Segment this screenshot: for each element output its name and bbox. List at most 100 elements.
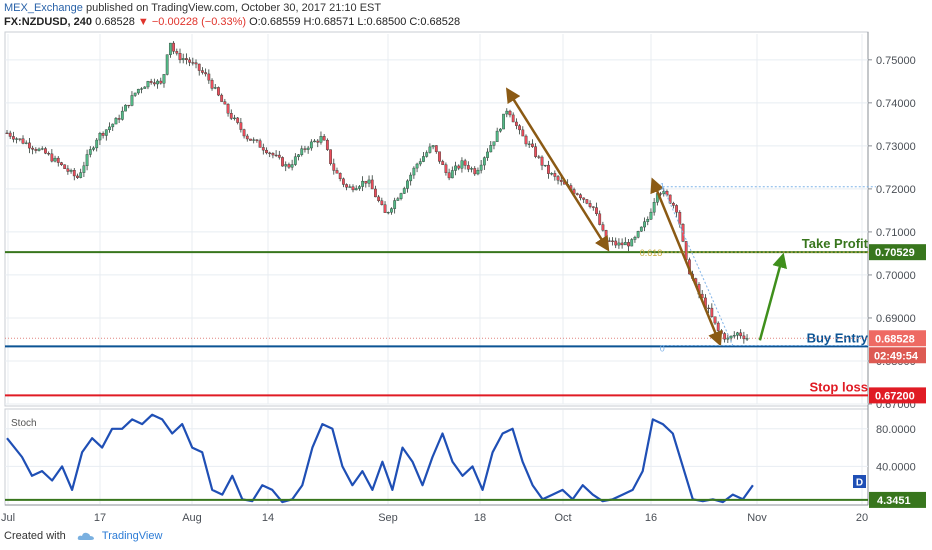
candle-body bbox=[40, 148, 44, 150]
countdown-badge-label: 02:49:54 bbox=[874, 350, 919, 362]
time-tick-label: Nov bbox=[747, 512, 767, 524]
candle-body bbox=[293, 156, 297, 165]
candle-body bbox=[390, 208, 393, 213]
candle-body bbox=[130, 95, 134, 106]
candle-body bbox=[140, 88, 143, 90]
candle-body bbox=[300, 148, 304, 155]
stoch-d-marker-label: D bbox=[856, 478, 863, 489]
candle-body bbox=[444, 164, 448, 173]
candle-body bbox=[111, 123, 115, 128]
candle-body bbox=[559, 180, 563, 182]
candle-body bbox=[245, 135, 249, 140]
candle-body bbox=[463, 160, 467, 166]
candle-body bbox=[152, 82, 156, 85]
time-tick-label: 18 bbox=[474, 512, 486, 524]
candle-body bbox=[601, 224, 605, 231]
candle-body bbox=[370, 179, 374, 190]
candle-body bbox=[492, 141, 496, 146]
candle-body bbox=[146, 81, 150, 88]
candle-body bbox=[15, 138, 19, 140]
time-tick-label: Aug bbox=[182, 512, 202, 524]
level-label: Take Profit bbox=[802, 236, 869, 251]
candle-body bbox=[367, 179, 371, 184]
candle-body bbox=[639, 226, 643, 232]
candle-body bbox=[361, 180, 365, 187]
candle-body bbox=[258, 140, 262, 148]
candle-body bbox=[524, 135, 528, 145]
candle-body bbox=[742, 335, 746, 340]
candle-body bbox=[450, 170, 454, 179]
candle-body bbox=[185, 58, 188, 61]
candle-body bbox=[56, 157, 60, 163]
time-tick-label: 14 bbox=[262, 512, 274, 524]
publisher-link[interactable]: MEX_Exchange bbox=[4, 2, 83, 14]
candle-body bbox=[652, 202, 656, 213]
stoch-tick-label: 80.0000 bbox=[876, 424, 916, 436]
candle-body bbox=[76, 175, 79, 178]
candle-body bbox=[319, 136, 323, 143]
stoch-indicator bbox=[5, 413, 868, 504]
candle-body bbox=[69, 170, 73, 172]
level-label: Buy Entry bbox=[807, 330, 869, 345]
candle-body bbox=[598, 213, 602, 225]
candle-body bbox=[60, 162, 63, 165]
candle-body bbox=[514, 121, 518, 126]
level-lines: Take Profit Buy Entry Stop loss bbox=[5, 236, 869, 397]
stoch-title: Stoch bbox=[11, 418, 37, 429]
candle-body bbox=[213, 87, 217, 89]
candle-body bbox=[66, 168, 70, 172]
candle-body bbox=[50, 153, 54, 162]
candle-body bbox=[159, 80, 163, 84]
candle-body bbox=[281, 157, 284, 167]
candle-body bbox=[217, 87, 220, 96]
candle-body bbox=[261, 147, 265, 151]
candle-body bbox=[341, 178, 345, 185]
candle-body bbox=[8, 132, 12, 137]
candle-body bbox=[579, 194, 582, 199]
stoch-d-marker[interactable] bbox=[853, 475, 866, 488]
tradingview-brand[interactable]: TradingView bbox=[101, 530, 163, 542]
candle-body bbox=[441, 161, 445, 165]
candle-body bbox=[108, 126, 111, 130]
candle-body bbox=[396, 198, 400, 201]
candle-body bbox=[268, 152, 272, 154]
candle-body bbox=[713, 316, 717, 324]
candle-body bbox=[364, 180, 368, 184]
candle-body bbox=[457, 165, 461, 169]
candle-body bbox=[556, 176, 560, 181]
candle-body bbox=[220, 94, 224, 102]
candle-body bbox=[233, 117, 236, 119]
candle-body bbox=[31, 147, 35, 150]
candle-body bbox=[393, 200, 397, 209]
candle-body bbox=[79, 172, 83, 178]
candle-body bbox=[117, 118, 121, 120]
candle-body bbox=[508, 110, 512, 116]
candle-body bbox=[630, 239, 634, 247]
candle-body bbox=[120, 110, 124, 120]
candle-body bbox=[732, 335, 736, 337]
candle-body bbox=[101, 133, 105, 136]
candle-body bbox=[358, 186, 361, 189]
ohlc-values: O:0.68559 H:0.68571 L:0.68500 C:0.68528 bbox=[249, 16, 461, 28]
candle-body bbox=[322, 136, 326, 141]
price-tick-label: 0.71000 bbox=[876, 227, 916, 239]
candle-body bbox=[399, 193, 403, 199]
candle-body bbox=[591, 206, 595, 208]
candle-body bbox=[325, 139, 329, 150]
countdown-badge bbox=[869, 347, 926, 364]
level-price-badge-label: 0.67200 bbox=[875, 390, 915, 402]
candle-body bbox=[489, 145, 493, 153]
candle-body bbox=[21, 138, 25, 144]
time-tick-label: Sep bbox=[378, 512, 398, 524]
candle-body bbox=[720, 330, 723, 334]
candle-body bbox=[242, 129, 246, 137]
candle-body bbox=[255, 139, 259, 141]
candle-body bbox=[723, 333, 727, 340]
candle-body bbox=[537, 156, 541, 158]
candle-body bbox=[643, 221, 646, 228]
stoch-value-badge-label: 4.3451 bbox=[877, 495, 911, 507]
candle-body bbox=[229, 113, 233, 119]
price-pane-frame bbox=[4, 31, 869, 407]
candle-body bbox=[204, 72, 208, 75]
